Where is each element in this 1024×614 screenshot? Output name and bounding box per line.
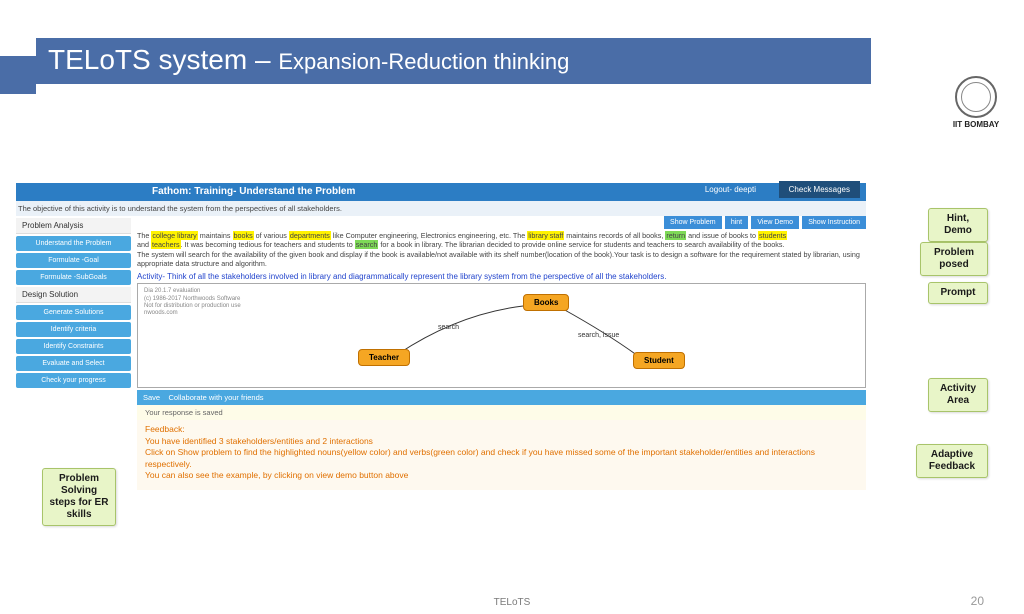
watermark: Dia 20.1.7 evaluation (c) 1986-2017 Nort… (144, 288, 241, 317)
save-row: Save Collaborate with your friends (137, 390, 866, 405)
sidebar-item-progress[interactable]: Check your progress (16, 373, 131, 388)
hint-button[interactable]: hint (725, 216, 748, 229)
slide-title-bar: TELoTS system – Expansion-Reduction thin… (0, 38, 1024, 84)
sidebar-item-subgoals[interactable]: Formulate -SubGoals (16, 270, 131, 285)
main-panel: Show Problem hint View Demo Show Instruc… (131, 216, 866, 490)
check-messages-button[interactable]: Check Messages (779, 181, 860, 198)
highlight-noun: students (758, 231, 787, 240)
collaborate-button[interactable]: Collaborate with your friends (168, 393, 263, 402)
app-header: Fathom: Training- Understand the Problem… (16, 183, 866, 201)
response-saved: Your response is saved (137, 405, 866, 420)
action-row: Show Problem hint View Demo Show Instruc… (137, 216, 866, 229)
node-student[interactable]: Student (633, 352, 685, 369)
diagram-canvas[interactable]: Dia 20.1.7 evaluation (c) 1986-2017 Nort… (137, 283, 866, 388)
edge-label: search (438, 324, 459, 331)
highlight-noun: library staff (527, 231, 564, 240)
sidebar-item-goal[interactable]: Formulate -Goal (16, 253, 131, 268)
node-teacher[interactable]: Teacher (358, 349, 410, 366)
callout-feedback: Adaptive Feedback (916, 444, 988, 478)
app-title: Fathom: Training- Understand the Problem (152, 186, 355, 197)
slide-title: TELoTS system – Expansion-Reduction thin… (36, 38, 871, 84)
show-problem-button[interactable]: Show Problem (664, 216, 722, 229)
logout-link[interactable]: Logout- deepti (705, 185, 756, 194)
save-button[interactable]: Save (143, 393, 160, 402)
app-screenshot: Fathom: Training- Understand the Problem… (16, 183, 866, 490)
feedback-heading: Feedback: (145, 424, 858, 435)
callout-activity: Activity Area (928, 378, 988, 412)
sidebar: Problem Analysis Understand the Problem … (16, 216, 131, 490)
sidebar-section-design[interactable]: Design Solution (16, 287, 131, 303)
logo-text: IIT BOMBAY (946, 120, 1006, 129)
callout-prompt: Prompt (928, 282, 988, 304)
diagram-edges (138, 284, 865, 387)
logo-icon (955, 76, 997, 118)
sidebar-section-problem[interactable]: Problem Analysis (16, 218, 131, 234)
page-number: 20 (971, 594, 984, 608)
view-demo-button[interactable]: View Demo (751, 216, 799, 229)
title-stripe (0, 56, 36, 94)
highlight-verb: return (665, 231, 686, 240)
title-main: TELoTS system (48, 44, 247, 75)
objective-text: The objective of this activity is to und… (16, 201, 866, 216)
feedback-panel: Feedback: You have identified 3 stakehol… (137, 420, 866, 489)
highlight-verb: search (355, 240, 379, 249)
callout-problem: Problem posed (920, 242, 988, 276)
highlight-noun: books (233, 231, 254, 240)
sidebar-item-criteria[interactable]: Identify criteria (16, 322, 131, 337)
activity-prompt: Activity- Think of all the stakeholders … (137, 272, 866, 281)
sidebar-item-understand[interactable]: Understand the Problem (16, 236, 131, 251)
sidebar-item-constraints[interactable]: Identify Constraints (16, 339, 131, 354)
sidebar-item-generate[interactable]: Generate Solutions (16, 305, 131, 320)
highlight-noun: departments (289, 231, 331, 240)
highlight-noun: college library (151, 231, 197, 240)
footer-title: TELoTS (0, 597, 1024, 608)
show-instruction-button[interactable]: Show Instruction (802, 216, 866, 229)
callout-hint-demo: Hint, Demo (928, 208, 988, 242)
sidebar-item-evaluate[interactable]: Evaluate and Select (16, 356, 131, 371)
iitb-logo: IIT BOMBAY (946, 76, 1006, 129)
edge-label: search, issue (578, 332, 619, 339)
callout-problem-solving: Problem Solving steps for ER skills (42, 468, 116, 526)
highlight-noun: teachers (151, 240, 181, 249)
problem-text: The college library maintains books of v… (137, 231, 866, 268)
title-sub: Expansion-Reduction thinking (278, 49, 569, 74)
node-books[interactable]: Books (523, 294, 569, 311)
